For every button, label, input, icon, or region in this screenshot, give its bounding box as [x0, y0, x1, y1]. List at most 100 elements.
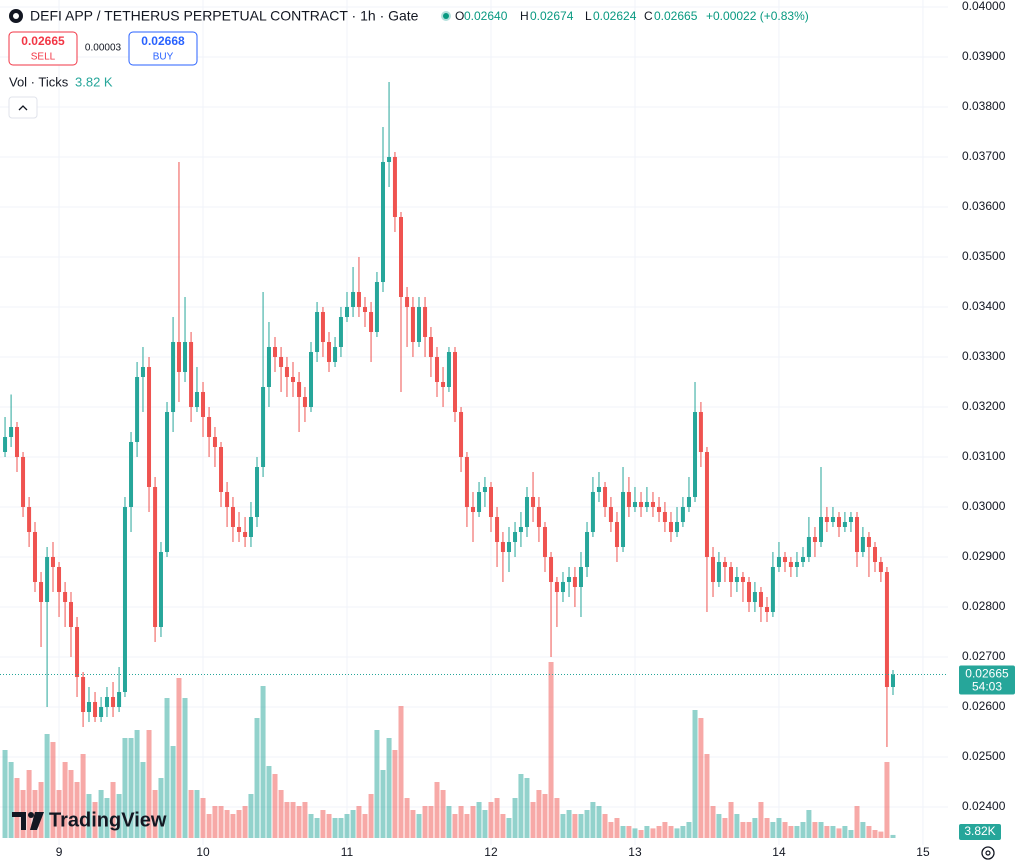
volume-bar: [50, 742, 56, 838]
volume-bar: [56, 790, 62, 838]
volume-bar: [638, 830, 644, 838]
candle-body: [872, 547, 877, 562]
volume-bar: [374, 730, 380, 838]
y-tick-label: 0.03700: [962, 149, 1006, 163]
volume-bar: [158, 778, 164, 838]
candle-body: [261, 387, 266, 467]
volume-bar: [410, 810, 416, 838]
buy-button[interactable]: [128, 31, 198, 66]
volume-bar: [44, 734, 50, 838]
candle-body: [806, 537, 811, 557]
candle-body: [291, 377, 296, 382]
volume-bar: [740, 822, 746, 838]
volume-bar: [710, 806, 716, 838]
volume-bar: [824, 826, 830, 838]
y-tick-label: 0.02600: [962, 699, 1006, 713]
candle-body: [135, 377, 140, 442]
buy-label[interactable]: BUY: [153, 52, 174, 63]
volume-bar: [686, 822, 692, 838]
volume-bar: [596, 806, 602, 838]
candle-body: [32, 532, 37, 582]
candle-body: [560, 582, 565, 592]
candle-body: [117, 692, 122, 707]
candle-body: [596, 487, 601, 492]
candle-body: [482, 487, 487, 492]
candle-body: [657, 507, 662, 512]
candle-body: [866, 537, 871, 547]
volume-bar: [398, 706, 404, 838]
candle-body: [122, 507, 127, 692]
collapse-button[interactable]: [8, 96, 38, 119]
candle-body: [320, 312, 325, 342]
symbol-title[interactable]: DEFI APP / TETHERUS PERPETUAL CONTRACT ·…: [30, 8, 419, 24]
spread: 0.00003: [85, 43, 122, 54]
candle-body: [45, 557, 50, 602]
last-price-label: 0.02665: [965, 667, 1009, 681]
candle-body: [531, 497, 536, 507]
volume-bar: [128, 738, 134, 838]
candle-body: [848, 517, 853, 522]
candle-body: [86, 702, 91, 712]
sell-price[interactable]: 0.02665: [21, 34, 65, 48]
candle-body: [327, 342, 332, 362]
candle-body: [542, 527, 547, 557]
candle-body: [219, 447, 224, 492]
ohlc-legend: O 0.02640 H 0.02674 L 0.02624 C 0.02665 …: [455, 9, 809, 23]
candle-body: [878, 562, 883, 572]
candle-body: [194, 392, 199, 407]
candle-body: [758, 592, 763, 607]
candle-body: [752, 592, 757, 602]
candle-body: [675, 522, 680, 532]
candle-body: [68, 602, 73, 627]
y-tick-label: 0.03100: [962, 449, 1006, 463]
candle-body: [225, 492, 230, 507]
volume-bar: [890, 834, 896, 838]
volume-bar: [764, 818, 770, 838]
candle-body: [171, 342, 176, 412]
volume-bar: [536, 790, 542, 838]
volume-bar: [542, 794, 548, 838]
ohlc-change: +0.00022 (+0.83%): [706, 9, 809, 23]
volume-bar: [212, 806, 218, 838]
candle-body: [129, 442, 134, 507]
volume-bar: [104, 798, 110, 838]
volume-bar: [722, 818, 728, 838]
volume-bar: [278, 790, 284, 838]
candle-body: [855, 517, 860, 552]
candle-body: [345, 307, 350, 317]
buy-price[interactable]: 0.02668: [141, 34, 185, 48]
volume-bar: [332, 818, 338, 838]
candle-body: [734, 577, 739, 582]
candle-body: [698, 412, 703, 452]
sell-button[interactable]: [8, 31, 78, 66]
volume-bar: [650, 828, 656, 838]
volume-bar: [800, 822, 806, 838]
y-tick-label: 0.03200: [962, 399, 1006, 413]
candle-body: [63, 592, 68, 602]
candle-body: [428, 337, 433, 357]
volume-bar: [770, 822, 776, 838]
candle-body: [446, 352, 451, 387]
volume-bar: [290, 802, 296, 838]
x-tick-label: 13: [628, 845, 642, 859]
volume-bar: [92, 802, 98, 838]
volume-bar: [548, 662, 554, 838]
candle-body: [248, 517, 253, 537]
volume-bar: [140, 762, 146, 838]
volume-bar: [98, 790, 104, 838]
volume-bar: [512, 798, 518, 838]
volume-title: Vol · Ticks: [9, 74, 69, 89]
volume-bar: [314, 818, 320, 838]
volume-bar: [416, 814, 422, 838]
volume-bar: [668, 826, 674, 838]
candle-body: [477, 492, 482, 512]
volume-bar: [368, 794, 374, 838]
volume-bar: [326, 814, 332, 838]
sell-label[interactable]: SELL: [31, 52, 56, 63]
settings-icon-inner: [985, 850, 991, 856]
candle-body: [434, 357, 439, 382]
settings-icon[interactable]: [981, 846, 995, 860]
volume-bar: [260, 686, 266, 838]
candle-body: [830, 517, 835, 522]
